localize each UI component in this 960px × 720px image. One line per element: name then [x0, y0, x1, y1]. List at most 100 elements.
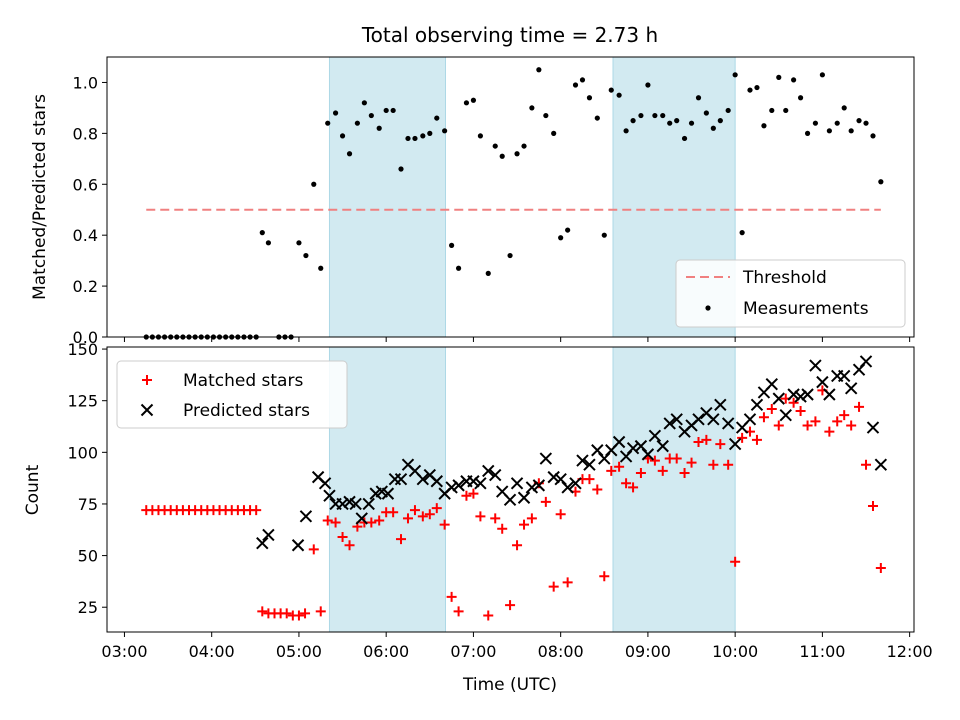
matched-star-point	[810, 416, 821, 427]
predicted-star-point	[663, 417, 676, 430]
predicted-star-point	[318, 477, 332, 490]
matched-star-point	[751, 434, 762, 445]
measurement-point	[376, 125, 382, 131]
predicted-star-point	[349, 497, 362, 511]
predicted-star-point	[612, 435, 626, 449]
measurement-point	[354, 120, 360, 126]
measurement-point	[739, 230, 745, 236]
matched-star-point	[635, 467, 646, 478]
measurement-point	[878, 179, 884, 185]
measurement-point	[797, 95, 804, 101]
matched-star-point	[281, 608, 292, 619]
matched-star-point	[628, 482, 639, 493]
matched-star-point	[322, 515, 333, 526]
measurement-point	[529, 105, 535, 111]
measurement-point	[791, 77, 797, 83]
matched-star-point	[490, 513, 501, 524]
measurement-point	[608, 87, 614, 93]
measurement-point	[332, 110, 339, 116]
matched-star-point	[388, 507, 399, 518]
matched-star-point	[766, 403, 777, 414]
matched-star-point	[846, 420, 857, 431]
measurement-point	[420, 133, 426, 139]
predicted-star-point	[362, 497, 375, 511]
predicted-star-point	[561, 481, 574, 494]
matched-star-point	[657, 465, 668, 476]
matched-star-point	[795, 406, 806, 417]
predicted-star-point	[323, 489, 336, 502]
bottom-y-tick-label: 100	[67, 443, 98, 462]
x-tick-label: 12:00	[887, 642, 933, 661]
measurement-point	[812, 120, 819, 126]
matched-star-point	[592, 484, 603, 495]
predicted-star-point	[510, 477, 524, 490]
measurement-point	[681, 135, 688, 142]
matched-star-point	[417, 511, 428, 522]
matched-star-point	[671, 453, 682, 464]
measurement-point	[499, 153, 505, 159]
legend-predicted-label: Predicted stars	[183, 401, 310, 421]
matched-star-point	[824, 426, 835, 437]
measurement-points	[143, 67, 884, 340]
measurement-point	[623, 128, 629, 134]
predicted-star-point	[743, 413, 757, 426]
matched-star-point	[730, 556, 741, 567]
measurement-point	[819, 72, 825, 78]
measurement-point	[485, 270, 491, 276]
matched-star-point	[875, 562, 886, 573]
x-tick-label: 03:00	[101, 642, 147, 661]
measurement-point	[834, 120, 840, 126]
matched-star-point	[832, 416, 843, 427]
matched-star-point	[701, 434, 712, 445]
predicted-star-point	[569, 477, 582, 490]
legend-threshold-label: Threshold	[742, 268, 827, 288]
measurement-point	[645, 82, 651, 88]
measurement-point	[732, 72, 738, 78]
predicted-star-point	[547, 470, 560, 484]
measurement-point	[870, 133, 876, 139]
predicted-star-point	[445, 481, 458, 494]
measurement-point	[318, 265, 324, 271]
matched-star-point	[737, 432, 748, 443]
matched-star-point	[519, 519, 530, 530]
legend-predicted-swatch	[140, 403, 154, 417]
matched-star-point	[614, 461, 625, 472]
top-y-tick-label: 0.4	[73, 226, 98, 245]
predicted-star-point	[801, 388, 814, 401]
measurement-point	[449, 242, 455, 248]
legend-matched-swatch	[142, 375, 152, 385]
bottom-y-tick-label: 125	[67, 392, 98, 411]
measurement-point	[361, 100, 367, 106]
predicted-star-point	[381, 487, 395, 500]
measurement-point	[470, 97, 477, 103]
measurement-point	[747, 87, 753, 93]
measurement-point	[434, 115, 440, 121]
matched-star-point	[293, 610, 304, 621]
chart-title: Total observing time = 2.73 h	[361, 23, 658, 47]
measurement-point	[703, 110, 709, 116]
predicted-star-point	[874, 458, 888, 471]
predicted-star-point	[474, 477, 487, 490]
predicted-star-point	[539, 452, 553, 465]
matched-star-point	[802, 420, 813, 431]
x-axis-label: Time (UTC)	[462, 675, 557, 695]
matched-star-point	[431, 503, 442, 514]
measurement-point	[695, 95, 702, 101]
matched-star-point	[330, 517, 341, 528]
predicted-star-point	[626, 441, 640, 455]
bottom-legend-box	[116, 360, 348, 429]
measurement-point	[325, 120, 331, 126]
matched-star-point	[584, 474, 595, 485]
measurement-point	[841, 105, 847, 111]
matched-star-point	[693, 437, 704, 447]
matched-star-point	[758, 412, 769, 423]
bottom-legend: Matched stars Predicted stars	[116, 360, 348, 429]
shaded-interval-1	[612, 346, 736, 633]
measurement-point	[652, 112, 658, 119]
matched-star-point	[773, 420, 784, 431]
measurement-point	[477, 133, 484, 139]
predicted-star-point	[859, 355, 873, 368]
predicted-star-point	[291, 539, 305, 552]
top-y-tick-label: 0.6	[73, 175, 98, 194]
